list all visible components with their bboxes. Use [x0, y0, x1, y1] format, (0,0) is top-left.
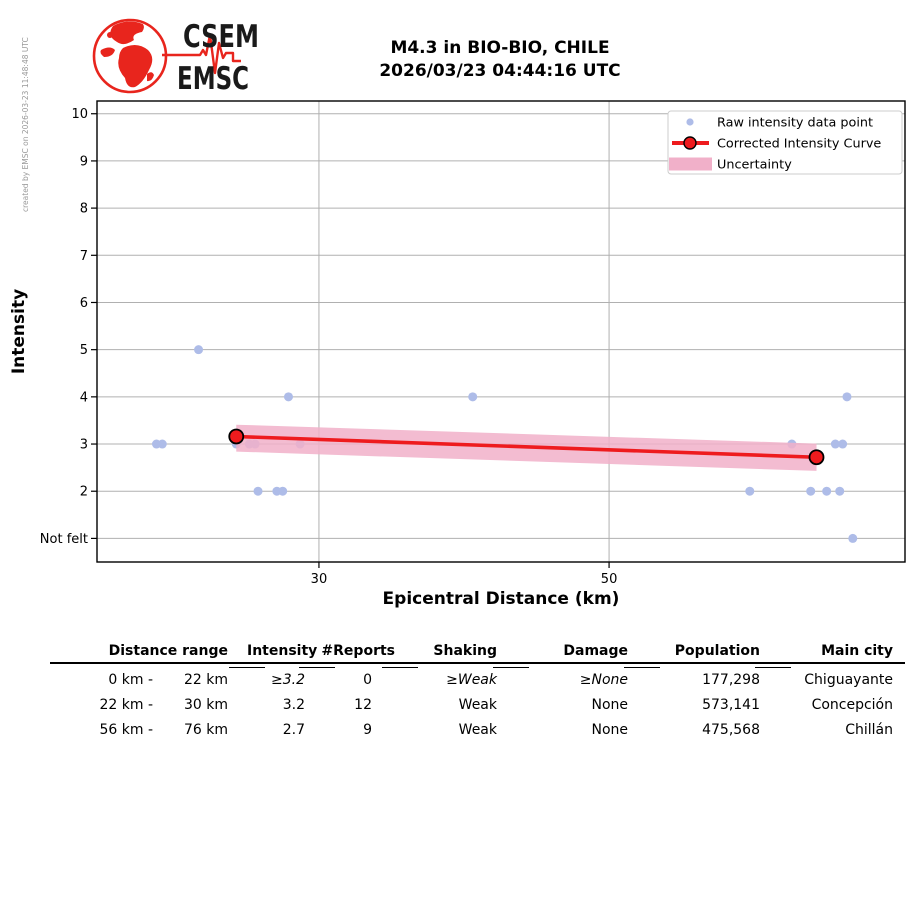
col-header-population: Population: [674, 642, 760, 659]
cell-range: 56 km - 76 km: [50, 722, 247, 738]
cell-intensity: 3.2: [282, 696, 305, 713]
cell-city: Chiguayante: [804, 671, 893, 688]
curve-endpoint-marker: [228, 428, 245, 445]
x-tick-label: 30: [311, 572, 328, 587]
legend-label: Raw intensity data point: [717, 116, 873, 131]
cell-shaking: Weak: [458, 722, 497, 739]
y-tick-label: 10: [71, 107, 88, 122]
y-tick-label: 7: [80, 249, 88, 264]
cell-city: Chillán: [845, 722, 893, 739]
cell-damage: None: [591, 696, 628, 713]
raw-data-point: [278, 486, 288, 496]
raw-data-point: [806, 486, 816, 496]
plot-frame: [96, 100, 906, 563]
cell-population: 475,568: [702, 722, 760, 739]
globe-landmass: [100, 21, 154, 88]
col-header-range: Distance range: [108, 642, 228, 659]
range-from: 56 km -: [99, 722, 153, 739]
raw-data-point: [194, 345, 204, 355]
intensity-distance-chart: Not felt 2 3 4 5 6 7 8 9 10 30 50 Epicentral Distanc…: [9, 100, 906, 609]
curve-endpoint-marker: [808, 449, 825, 466]
raw-data-point: [283, 392, 293, 402]
corrected-intensity-curve: [236, 434, 817, 460]
cell-population: 573,141: [702, 696, 760, 713]
col-header-intensity: Intensity: [247, 642, 318, 659]
legend-label: Corrected Intensity Curve: [717, 137, 881, 152]
col-header-shaking: Shaking: [433, 642, 497, 659]
y-tick-label: 2: [80, 485, 88, 500]
title-line1: M4.3 in BIO-BIO, CHILE: [390, 38, 610, 58]
y-tick-label: 9: [80, 154, 88, 169]
cell-range: 0 km - 22 km: [50, 672, 247, 688]
cell-intensity: 2.7: [282, 722, 305, 739]
raw-data-point: [835, 486, 845, 496]
raw-data-point: [468, 392, 478, 402]
table-column-tick: [299, 667, 335, 668]
table-header-row: Distance range Intensity #Reports Shaking Da…: [50, 640, 905, 661]
table-column-tick: [493, 667, 529, 668]
table-row: 56 km - 76 km 2.7 9 Weak None 475,568 Chillán: [50, 718, 905, 743]
y-tick-label: Not felt: [40, 532, 88, 547]
table-row: 0 km - 22 km ≥3.2 0 ≥Weak ≥None 177,298 Chiguay…: [50, 667, 905, 692]
y-tick-label: 6: [80, 296, 88, 311]
range-to: 76 km: [183, 722, 228, 739]
range-to: 22 km: [183, 671, 228, 688]
cell-city: Concepción: [811, 696, 893, 713]
y-tick-label: 4: [80, 390, 88, 405]
raw-data-point: [848, 533, 858, 543]
raw-data-point: [157, 439, 167, 449]
impact-table: Distance range Intensity #Reports Shaking Da…: [50, 640, 905, 743]
legend-band-marker: [669, 157, 712, 171]
page-title: M4.3 in BIO-BIO, CHILE 2026/03/23 04:44:…: [300, 37, 700, 82]
table-column-tick: [229, 667, 265, 668]
legend-box: [667, 110, 903, 175]
legend-raw-point-marker: [686, 118, 694, 126]
logo-csem-text: CSEM: [183, 19, 259, 55]
legend-curve-circle-marker: [683, 136, 697, 150]
cell-reports: 9: [363, 722, 372, 739]
table-column-tick: [624, 667, 660, 668]
raw-data-point: [253, 486, 263, 496]
cell-shaking: ≥Weak: [446, 671, 497, 688]
cell-population: 177,298: [702, 671, 760, 688]
raw-data-point: [822, 486, 832, 496]
y-tick-label: 8: [80, 202, 88, 217]
emsc-logo: CSEM EMSC: [92, 18, 259, 97]
cell-range: 22 km - 30 km: [50, 697, 247, 713]
table-row: 22 km - 30 km 3.2 12 Weak None 573,141 Concepci…: [50, 692, 905, 717]
legend-label: Uncertainty: [717, 158, 792, 173]
range-to: 30 km: [183, 696, 228, 713]
raw-data-point: [745, 486, 755, 496]
raw-data-point: [830, 439, 840, 449]
cell-shaking: Weak: [458, 696, 497, 713]
y-tick-label: 5: [80, 343, 88, 358]
title-line2: 2026/03/23 04:44:16 UTC: [379, 60, 621, 81]
raw-data-point: [842, 392, 852, 402]
y-tick-label: 3: [80, 438, 88, 453]
logo-emsc-text: EMSC: [177, 61, 249, 97]
y-axis-label: Intensity: [9, 289, 29, 374]
cell-intensity: ≥3.2: [271, 671, 305, 688]
seismogram-icon: [162, 33, 241, 75]
cell-damage: ≥None: [579, 671, 628, 688]
x-tick-label: 50: [601, 572, 618, 587]
x-axis-label: Epicentral Distance (km): [383, 589, 620, 609]
cell-reports: 12: [354, 696, 372, 713]
raw-data-point: [838, 439, 848, 449]
table-body: 0 km - 22 km ≥3.2 0 ≥Weak ≥None 177,298 Chiguay…: [50, 667, 905, 743]
table-header-rule: [50, 662, 905, 668]
table-column-tick: [755, 667, 791, 668]
col-header-city: Main city: [821, 642, 893, 659]
cell-damage: None: [591, 722, 628, 739]
col-header-damage: Damage: [563, 642, 628, 659]
range-from: 22 km -: [99, 696, 153, 713]
cell-reports: 0: [363, 671, 372, 688]
table-column-tick: [382, 667, 418, 668]
col-header-reports: #Reports: [321, 642, 395, 659]
emsc-globe-icon: [92, 18, 168, 94]
range-from: 0 km -: [108, 671, 153, 688]
